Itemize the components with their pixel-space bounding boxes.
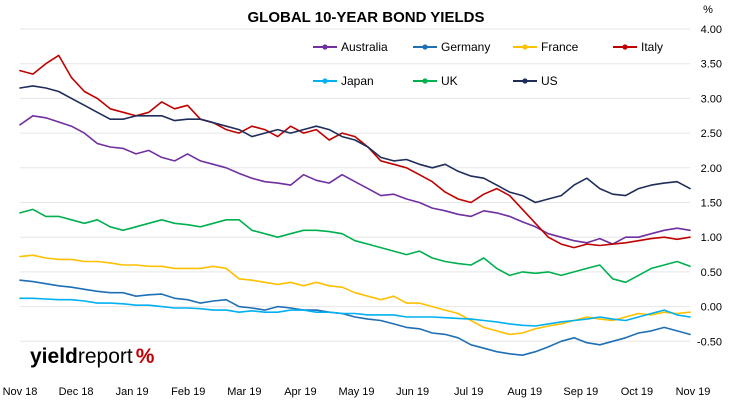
legend-marker-italy <box>622 44 628 50</box>
y-tick-label: 2.00 <box>701 163 722 175</box>
svg-text:yieldreport%: yieldreport% <box>30 345 155 368</box>
x-tick-label: Apr 19 <box>284 386 316 398</box>
legend-marker-uk <box>422 78 428 84</box>
legend-marker-germany <box>422 44 428 50</box>
x-tick-label: Aug 19 <box>507 386 542 398</box>
x-tick-label: Jul 19 <box>454 386 483 398</box>
y-tick-label: 3.00 <box>701 93 722 105</box>
series-line-germany <box>19 279 691 356</box>
x-tick-label: May 19 <box>338 386 374 398</box>
x-tick-label: Feb 19 <box>171 386 205 398</box>
y-axis-ticks: 4.00 3.50 3.00 2.50 2.00 1.50 1.00 0.50 0.00 -0.5… <box>697 24 722 348</box>
x-tick-label: Sep 19 <box>563 386 598 398</box>
legend-label-australia: Australia <box>341 40 388 54</box>
x-axis-ticks: Nov 18 Dec 18 Jan 19 Feb 19 Mar 19 Apr 19 May … <box>3 386 711 398</box>
series-line-japan <box>19 297 691 327</box>
y-tick-label: -0.50 <box>697 336 722 348</box>
y-tick-label: 4.00 <box>701 24 722 36</box>
y-tick-label: 3.50 <box>701 59 722 71</box>
x-tick-label: Dec 18 <box>59 386 94 398</box>
y-tick-label: 1.00 <box>701 232 722 244</box>
series-lines <box>19 54 691 356</box>
y-axis-unit-label: % <box>703 4 713 16</box>
legend-marker-japan <box>322 78 328 84</box>
series-line-us <box>19 85 691 204</box>
x-tick-label: Jun 19 <box>396 386 429 398</box>
series-line-italy <box>19 54 691 249</box>
legend-label-italy: Italy <box>641 40 663 54</box>
y-tick-label: 2.50 <box>701 128 722 140</box>
legend-label-germany: Germany <box>441 40 490 54</box>
legend-label-uk: UK <box>441 74 458 88</box>
logo-text-percent: % <box>136 345 155 368</box>
x-tick-label: Mar 19 <box>227 386 261 398</box>
chart-title: GLOBAL 10-YEAR BOND YIELDS <box>248 9 485 26</box>
yieldreport-logo: yieldreport% <box>30 345 155 368</box>
gridlines <box>20 28 690 342</box>
logo-text-yield: yield <box>30 345 78 368</box>
y-tick-label: 1.50 <box>701 198 722 210</box>
series-line-uk <box>19 208 691 284</box>
y-tick-label: 0.50 <box>701 267 722 279</box>
x-tick-label: Jan 19 <box>116 386 149 398</box>
x-tick-label: Oct 19 <box>621 386 653 398</box>
legend-label-japan: Japan <box>341 74 374 88</box>
legend-label-france: France <box>541 40 579 54</box>
series-line-australia <box>19 115 691 245</box>
legend-marker-us <box>522 78 528 84</box>
y-tick-label: 0.00 <box>701 302 722 314</box>
legend-marker-france <box>522 44 528 50</box>
legend-label-us: US <box>541 74 558 88</box>
legend-marker-australia <box>322 44 328 50</box>
x-tick-label: Nov 18 <box>3 386 38 398</box>
logo-text-report: report <box>78 345 133 368</box>
legend: Australia Germany France Italy Japan UK US <box>313 40 663 88</box>
x-tick-label: Nov 19 <box>676 386 711 398</box>
